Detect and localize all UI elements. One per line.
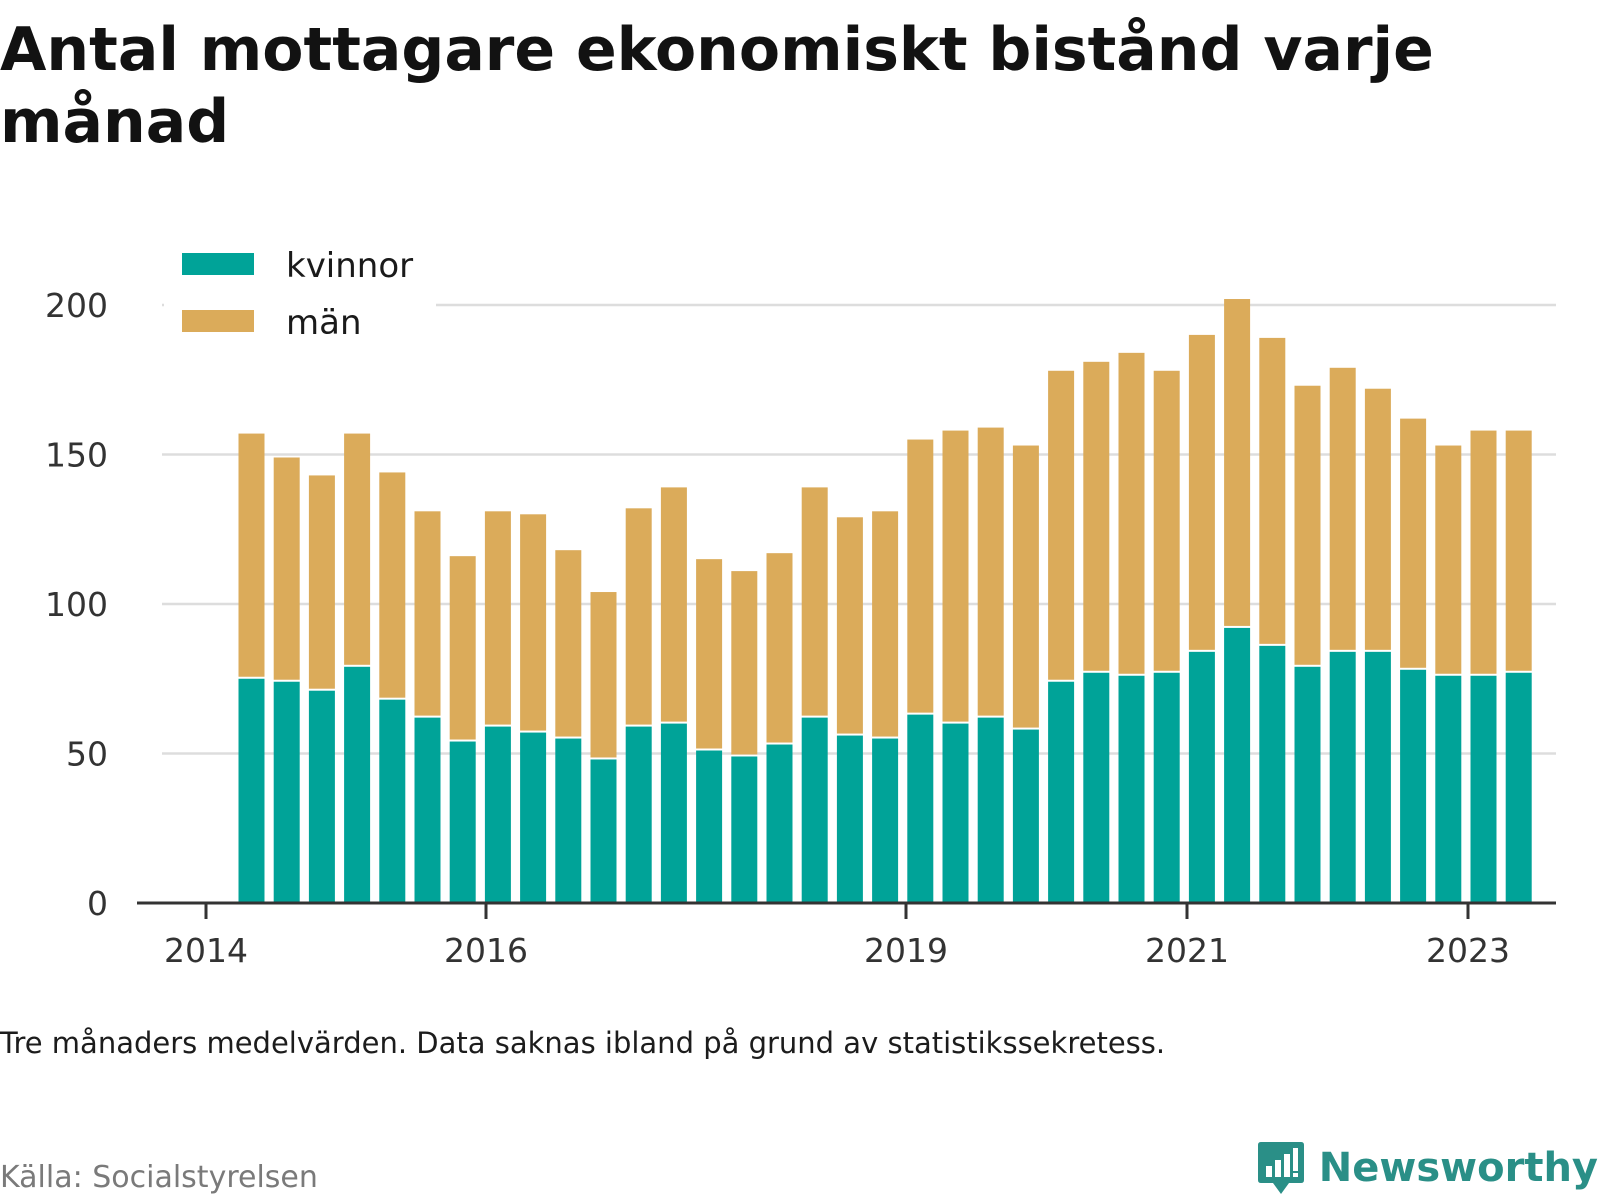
chart-title: Antal mottagare ekonomiskt bistånd varje… [0, 15, 1434, 157]
bar-segment-man [1012, 445, 1039, 728]
bar-segment-kvinnor [1329, 651, 1356, 903]
bar-segment-kvinnor [1470, 675, 1497, 903]
x-tick-label: 2016 [444, 931, 528, 970]
x-tick-label: 2014 [164, 931, 248, 970]
x-tick-label: 2021 [1145, 931, 1229, 970]
bar-segment-man [731, 571, 758, 755]
bar-segment-man [1364, 388, 1391, 650]
bar-segment-kvinnor [273, 681, 300, 903]
bar-segment-kvinnor [449, 741, 476, 903]
bar-segment-kvinnor [907, 714, 934, 903]
bar-segment-man [660, 487, 687, 722]
bar-segment-kvinnor [660, 723, 687, 903]
bar-segment-kvinnor [872, 738, 899, 903]
bar-segment-man [1294, 385, 1321, 665]
bar-segment-man [484, 511, 511, 725]
y-tick-label: 100 [45, 585, 108, 624]
bar-segment-kvinnor [1505, 672, 1532, 903]
source-label: Källa: Socialstyrelsen [0, 1160, 318, 1195]
brand-logo: Newsworthy [1257, 1140, 1598, 1196]
bar-segment-man [1118, 352, 1145, 674]
bar-segment-kvinnor [1083, 672, 1110, 903]
bar-segment-kvinnor [1188, 651, 1215, 903]
bar-segment-man [1329, 367, 1356, 650]
bar-segment-kvinnor [344, 666, 371, 903]
axes: 0 50 100 150 200 2014 2016 2019 2021 2023 [45, 286, 1556, 970]
legend-label: kvinnor [286, 246, 413, 286]
bar-segment-kvinnor [520, 732, 547, 903]
bar-segment-kvinnor [1259, 645, 1286, 903]
bar-segment-man [273, 457, 300, 680]
bar-segment-man [1224, 299, 1251, 626]
bar-segment-man [1470, 430, 1497, 674]
bar-segment-kvinnor [731, 756, 758, 903]
bar-segment-kvinnor [590, 759, 617, 903]
bar-segment-kvinnor [238, 678, 265, 903]
bar-segment-kvinnor [1294, 666, 1321, 903]
brand-name: Newsworthy [1318, 1145, 1598, 1191]
bar-segment-man [977, 427, 1004, 716]
bar-segment-man [801, 487, 828, 716]
bar-segment-man [942, 430, 969, 722]
bar-segment-kvinnor [1400, 669, 1427, 903]
bar-segment-kvinnor [555, 738, 582, 903]
bar-segment-man [1153, 370, 1180, 671]
bar-segment-kvinnor [379, 699, 406, 903]
bar-segment-man [414, 511, 441, 716]
bar-segment-kvinnor [696, 750, 723, 903]
x-tick-label: 2023 [1426, 931, 1510, 970]
bar-segment-man [1259, 337, 1286, 644]
y-tick-label: 50 [66, 735, 108, 774]
bar-segment-man [1048, 370, 1075, 680]
chart-footnote: Tre månaders medelvärden. Data saknas ib… [0, 1026, 1166, 1060]
y-tick-label: 0 [87, 884, 108, 923]
bar-segment-kvinnor [625, 726, 652, 903]
bar-segment-man [766, 553, 793, 743]
bar-segment-kvinnor [836, 735, 863, 903]
bar-segment-kvinnor [484, 726, 511, 903]
bar-segment-kvinnor [766, 744, 793, 903]
x-tick-label: 2019 [864, 931, 948, 970]
bar-segment-man [872, 511, 899, 737]
bar-segment-kvinnor [1224, 627, 1251, 903]
bar-segment-kvinnor [1118, 675, 1145, 903]
bar-segment-kvinnor [1153, 672, 1180, 903]
bar-segment-man [1505, 430, 1532, 671]
legend: kvinnor män [164, 238, 436, 348]
bar-segment-man [1188, 334, 1215, 650]
y-tick-label: 200 [45, 286, 108, 325]
bar-segment-kvinnor [977, 717, 1004, 903]
bar-segment-kvinnor [1012, 729, 1039, 903]
bar-segment-kvinnor [801, 717, 828, 903]
bar-segment-man [836, 517, 863, 734]
bar-segment-kvinnor [1048, 681, 1075, 903]
bar-segment-man [555, 550, 582, 737]
bar-segment-man [238, 433, 265, 677]
bar-segment-kvinnor [1364, 651, 1391, 903]
bars [238, 299, 1532, 903]
bar-segment-man [449, 556, 476, 740]
bar-segment-man [625, 508, 652, 725]
bar-segment-man [1400, 418, 1427, 668]
bar-segment-kvinnor [1435, 675, 1462, 903]
bar-segment-man [1435, 445, 1462, 674]
newsworthy-logo-icon [1257, 1142, 1304, 1194]
bar-segment-man [590, 592, 617, 758]
bar-segment-man [520, 514, 547, 731]
bar-segment-kvinnor [414, 717, 441, 903]
bar-segment-man [1083, 361, 1110, 671]
legend-swatch-man [182, 310, 254, 332]
legend-swatch-kvinnor [182, 253, 254, 275]
bar-segment-man [696, 559, 723, 749]
bar-segment-man [379, 472, 406, 698]
bar-segment-kvinnor [942, 723, 969, 903]
bar-segment-man [907, 439, 934, 713]
bar-segment-kvinnor [308, 690, 335, 903]
bar-segment-man [344, 433, 371, 665]
stacked-bar-chart: 0 50 100 150 200 2014 2016 2019 2021 2023 kvinnor… [45, 238, 1556, 970]
y-tick-label: 150 [45, 436, 108, 475]
bar-segment-man [308, 475, 335, 689]
legend-label: män [286, 303, 362, 343]
